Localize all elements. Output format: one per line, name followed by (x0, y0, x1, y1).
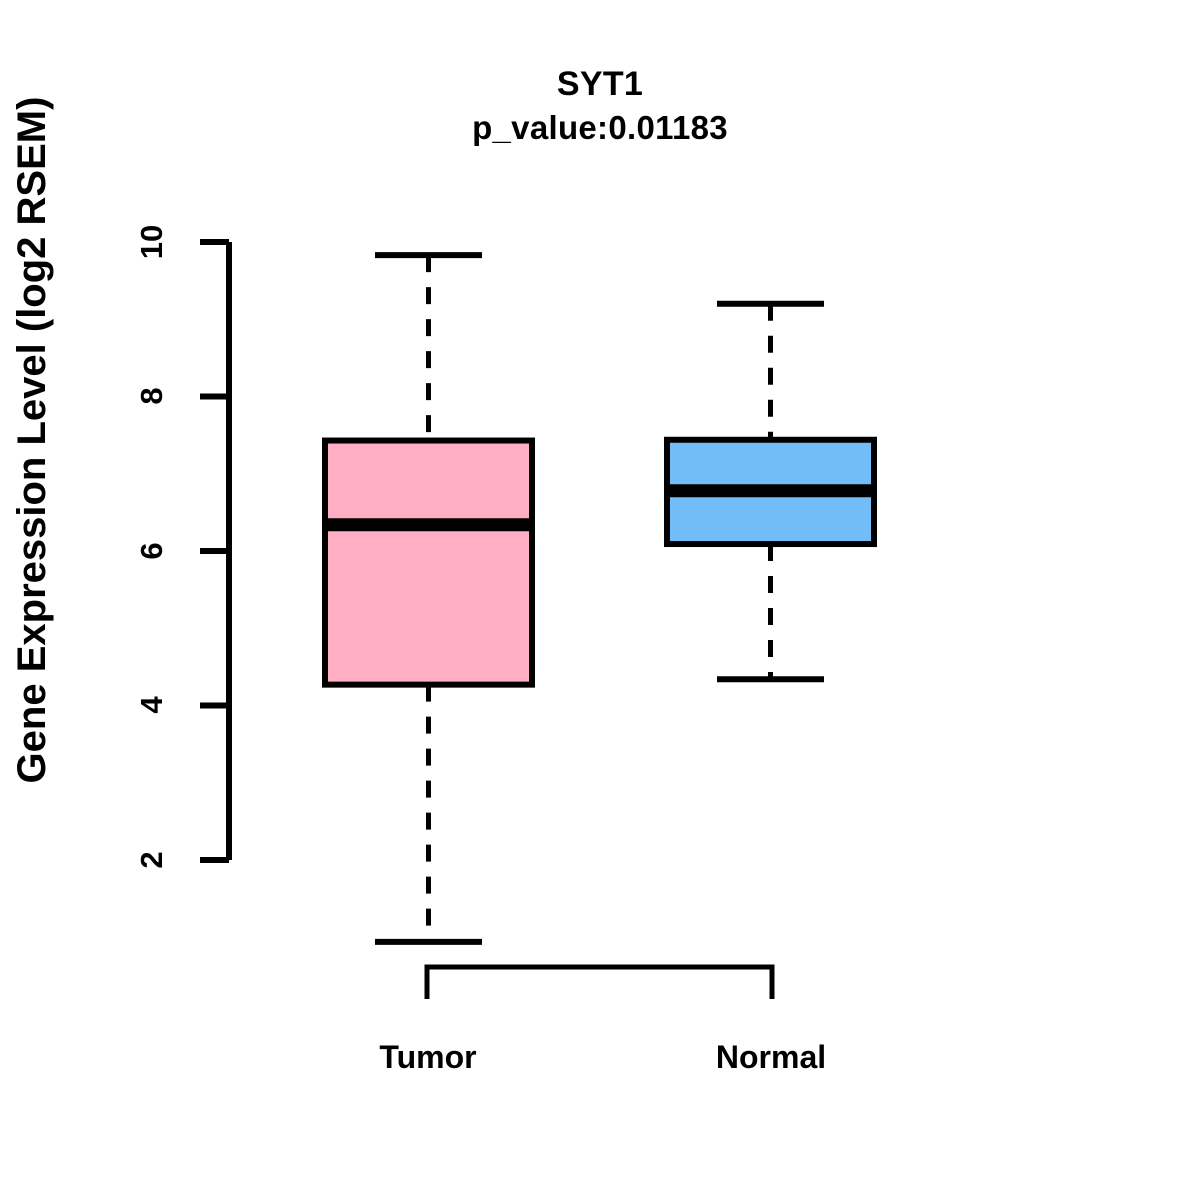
x-tick-label-tumor: Tumor (379, 1039, 477, 1075)
y-axis (200, 239, 232, 863)
box-normal (664, 300, 877, 683)
x-axis-bracket (424, 964, 775, 999)
box-tumor (322, 252, 535, 945)
box-series (322, 252, 877, 945)
x-tick-label-normal: Normal (715, 1039, 827, 1075)
x-axis (424, 964, 775, 999)
box-body-tumor[interactable] (322, 437, 535, 688)
y-axis-ticks (200, 239, 229, 863)
